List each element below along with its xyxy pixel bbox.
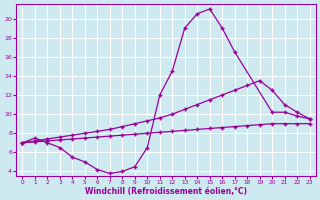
X-axis label: Windchill (Refroidissement éolien,°C): Windchill (Refroidissement éolien,°C) [85,187,247,196]
